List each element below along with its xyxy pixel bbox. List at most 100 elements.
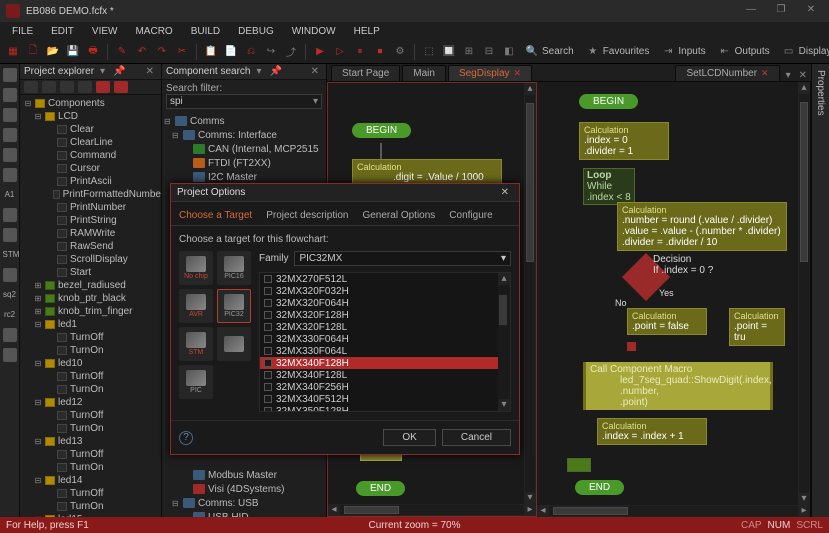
checkbox-icon[interactable] — [264, 371, 272, 379]
tool-sq-icon[interactable] — [3, 228, 17, 242]
device-listbox[interactable]: 32MX270F512L32MX320F032H32MX320F064H32MX… — [259, 272, 511, 412]
tab-startpage[interactable]: Start Page — [331, 65, 400, 81]
flow-loop[interactable]: Loop While .index < 8 — [583, 168, 635, 205]
flow-end[interactable]: END — [356, 481, 405, 496]
menu-help[interactable]: HELP — [346, 24, 388, 39]
device-row[interactable]: 32MX330F064L — [260, 345, 498, 357]
menu-window[interactable]: WINDOW — [284, 24, 344, 39]
tool-end-icon[interactable] — [3, 348, 17, 362]
tree-node[interactable]: TurnOn — [22, 344, 161, 357]
pe-chip-icon[interactable] — [42, 81, 56, 93]
tree-node[interactable]: RawSend — [22, 240, 161, 253]
device-row[interactable]: 32MX270F512L — [260, 273, 498, 285]
device-row[interactable]: 32MX320F128L — [260, 321, 498, 333]
toolbar-button-20[interactable]: 🔲 — [440, 43, 458, 61]
toolbar-button-17[interactable]: ⏹ — [371, 43, 389, 61]
cancel-button[interactable]: Cancel — [442, 429, 511, 446]
tree-node[interactable]: ⊞knob_ptr_black — [22, 292, 161, 305]
toolbar-button-6[interactable]: ↶ — [133, 43, 151, 61]
tree-node[interactable]: Start — [22, 266, 161, 279]
tool-rc2-icon[interactable]: rc2 — [3, 308, 17, 322]
tree-node[interactable]: ScrollDisplay — [22, 253, 161, 266]
pe-chip-icon[interactable] — [114, 81, 128, 93]
flow-calc[interactable]: Calculation .point = tru — [729, 308, 785, 346]
vscrollbar[interactable]: ▴▾ — [798, 82, 810, 505]
toolbar-button-1[interactable]: 🗋 — [24, 43, 42, 61]
flow-begin[interactable]: BEGIN — [352, 123, 411, 138]
toolbar-button-23[interactable]: ◧ — [500, 43, 518, 61]
tree-node[interactable]: ⊟led1 — [22, 318, 161, 331]
tree-node[interactable]: TurnOn — [22, 500, 161, 513]
toolbar-button-11[interactable]: ⎌ — [242, 43, 260, 61]
tree-node[interactable]: TurnOn — [22, 461, 161, 474]
pane-close-button[interactable]: ✕ — [143, 66, 157, 77]
menu-debug[interactable]: DEBUG — [230, 24, 282, 39]
toolbar-button-5[interactable]: ✎ — [113, 43, 131, 61]
checkbox-icon[interactable] — [264, 275, 272, 283]
tree-node[interactable]: ⊟led10 — [22, 357, 161, 370]
vscrollbar[interactable]: ▴▾ — [524, 83, 536, 504]
tab-setlcdnumber[interactable]: SetLCDNumber✕ — [675, 65, 779, 81]
tree-node[interactable]: PrintAscii — [22, 175, 161, 188]
output-ribbon-button[interactable]: ⇤Outputs — [713, 43, 775, 61]
flow-begin[interactable]: BEGIN — [579, 94, 638, 109]
toolbar-button-9[interactable]: 📋 — [202, 43, 220, 61]
device-row[interactable]: 32MX340F128L — [260, 369, 498, 381]
tree-node[interactable]: PrintFormattedNumbe — [22, 188, 161, 201]
toolbar-button-19[interactable]: ⬚ — [420, 43, 438, 61]
properties-pane-collapsed[interactable]: Properties — [811, 64, 829, 517]
device-row[interactable]: 32MX320F128H — [260, 309, 498, 321]
menu-macro[interactable]: MACRO — [127, 24, 180, 39]
maximize-button[interactable]: ❐ — [769, 4, 793, 18]
pe-chip-icon[interactable] — [24, 81, 38, 93]
pane-close-button[interactable]: ✕ — [308, 66, 322, 77]
tree-node[interactable]: PrintNumber — [22, 201, 161, 214]
component-node[interactable]: Visi (4DSystems) — [164, 482, 324, 496]
flow-calc[interactable]: Calculation .point = false — [627, 308, 707, 335]
expand-icon[interactable]: ⊟ — [34, 359, 42, 368]
pin-icon[interactable]: ▾ — [98, 66, 107, 77]
expand-icon[interactable]: ⊞ — [34, 294, 42, 303]
star-ribbon-button[interactable]: ★Favourites — [581, 43, 655, 61]
tab-close-icon[interactable]: ✕ — [761, 68, 769, 79]
toolbar-button-16[interactable]: ⏸ — [351, 43, 369, 61]
device-row[interactable]: 32MX320F032H — [260, 285, 498, 297]
checkbox-icon[interactable] — [264, 347, 272, 355]
expand-icon[interactable]: ⊞ — [34, 307, 42, 316]
tool-ptr-icon[interactable] — [3, 68, 17, 82]
component-node[interactable]: CAN (Internal, MCP2515 — [164, 142, 324, 156]
component-node[interactable]: ⊟Comms — [164, 114, 324, 128]
flow-loopend[interactable] — [567, 458, 591, 472]
target-chip-stm[interactable]: STM — [179, 327, 213, 361]
toolbar-button-7[interactable]: ↷ — [153, 43, 171, 61]
dialog-tab-3[interactable]: Configure — [447, 206, 494, 225]
tab-close-icon[interactable]: ✕ — [795, 70, 811, 81]
tree-node[interactable]: TurnOn — [22, 422, 161, 435]
checkbox-icon[interactable] — [264, 323, 272, 331]
device-row[interactable]: 32MX340F128H — [260, 357, 498, 369]
tree-node[interactable]: TurnOff — [22, 487, 161, 500]
flow-calc[interactable]: Calculation .index = .index + 1 — [597, 418, 707, 445]
dialog-titlebar[interactable]: Project Options ✕ — [171, 184, 519, 202]
checkbox-icon[interactable] — [264, 311, 272, 319]
pe-chip-icon[interactable] — [78, 81, 92, 93]
toolbar-button-18[interactable]: ⚙ — [391, 43, 409, 61]
toolbar-button-2[interactable]: 📂 — [44, 43, 62, 61]
expand-icon[interactable]: ⊟ — [172, 499, 180, 508]
project-tree[interactable]: ⊟Components⊟LCDClearClearLineCommandCurs… — [20, 95, 161, 517]
vscrollbar[interactable]: ▴▾ — [498, 273, 510, 411]
flow-end[interactable]: END — [575, 480, 624, 495]
tree-node[interactable]: ⊟Components — [22, 97, 161, 110]
expand-icon[interactable]: ⊟ — [34, 437, 42, 446]
expand-icon[interactable]: ⊟ — [24, 99, 32, 108]
tool-shp-icon[interactable] — [3, 168, 17, 182]
pe-chip-icon[interactable] — [60, 81, 74, 93]
tool-dec-icon[interactable] — [3, 208, 17, 222]
toolbar-button-13[interactable]: ⤴ — [282, 43, 300, 61]
dialog-tab-2[interactable]: General Options — [360, 206, 437, 225]
toolbar-button-15[interactable]: ▷ — [331, 43, 349, 61]
tool-pin-icon[interactable] — [3, 328, 17, 342]
display-ribbon-button[interactable]: ▭Displays — [777, 43, 829, 61]
tree-node[interactable]: ⊟led13 — [22, 435, 161, 448]
toolbar-button-21[interactable]: ⊞ — [460, 43, 478, 61]
